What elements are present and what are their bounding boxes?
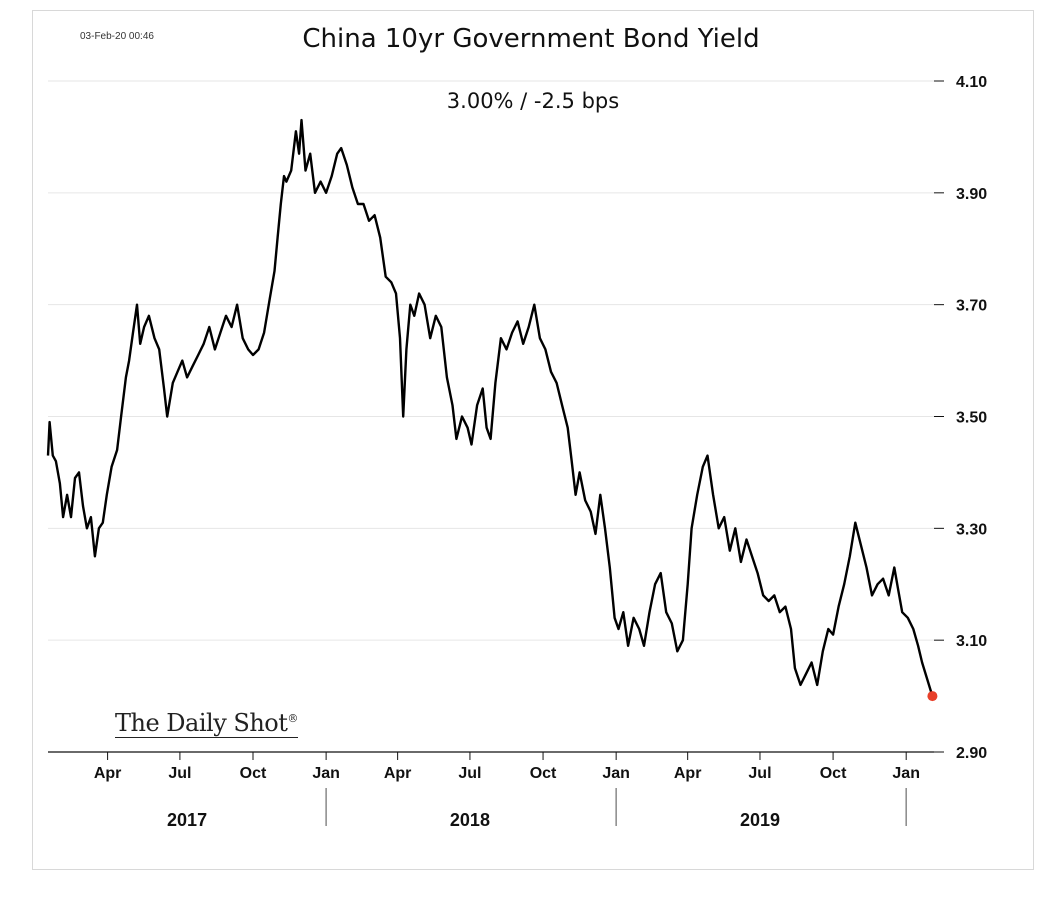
x-axis: Apr Jul Oct Jan Apr Jul Oct Jan Apr Jul Oct Jan 2017… <box>48 751 934 830</box>
x-tick-label: Jul <box>458 765 481 782</box>
gridlines <box>48 80 934 641</box>
last-value-marker <box>927 691 938 702</box>
series-layer <box>46 118 938 702</box>
y-tick-label: 4.10 <box>956 74 987 91</box>
x-tick-label: Oct <box>530 765 557 782</box>
chart-subtitle: 3.00% / -2.5 bps <box>446 89 620 113</box>
y-tick-label: 2.90 <box>956 745 987 762</box>
x-tick-label: Jul <box>748 765 771 782</box>
x-tick-label: Apr <box>384 765 412 782</box>
year-label: 2018 <box>450 810 490 830</box>
x-tick-label: Jan <box>602 765 630 782</box>
year-label: 2019 <box>740 810 780 830</box>
x-tick-label: Jul <box>168 765 191 782</box>
x-tick-label: Apr <box>674 765 702 782</box>
the-daily-shot-logo: The Daily Shot® <box>115 706 298 738</box>
timestamp: 03-Feb-20 00:46 <box>80 31 154 42</box>
x-tick-label: Jan <box>892 765 920 782</box>
chart-title: China 10yr Government Bond Yield <box>302 24 760 54</box>
y-tick-label: 3.90 <box>956 186 987 203</box>
x-tick-label: Oct <box>820 765 847 782</box>
y-tick-label: 3.30 <box>956 521 987 538</box>
x-tick-label: Jan <box>312 765 340 782</box>
y-axis: 4.10 3.90 3.70 3.50 3.30 3.10 2.90 <box>934 74 987 762</box>
x-tick-label: Oct <box>240 765 267 782</box>
x-tick-label: Apr <box>94 765 122 782</box>
year-label: 2017 <box>167 810 207 830</box>
chart-frame <box>32 10 1034 870</box>
y-tick-label: 3.50 <box>956 410 987 427</box>
yield-series-line <box>46 118 934 697</box>
y-tick-label: 3.70 <box>956 298 987 315</box>
y-tick-label: 3.10 <box>956 633 987 650</box>
